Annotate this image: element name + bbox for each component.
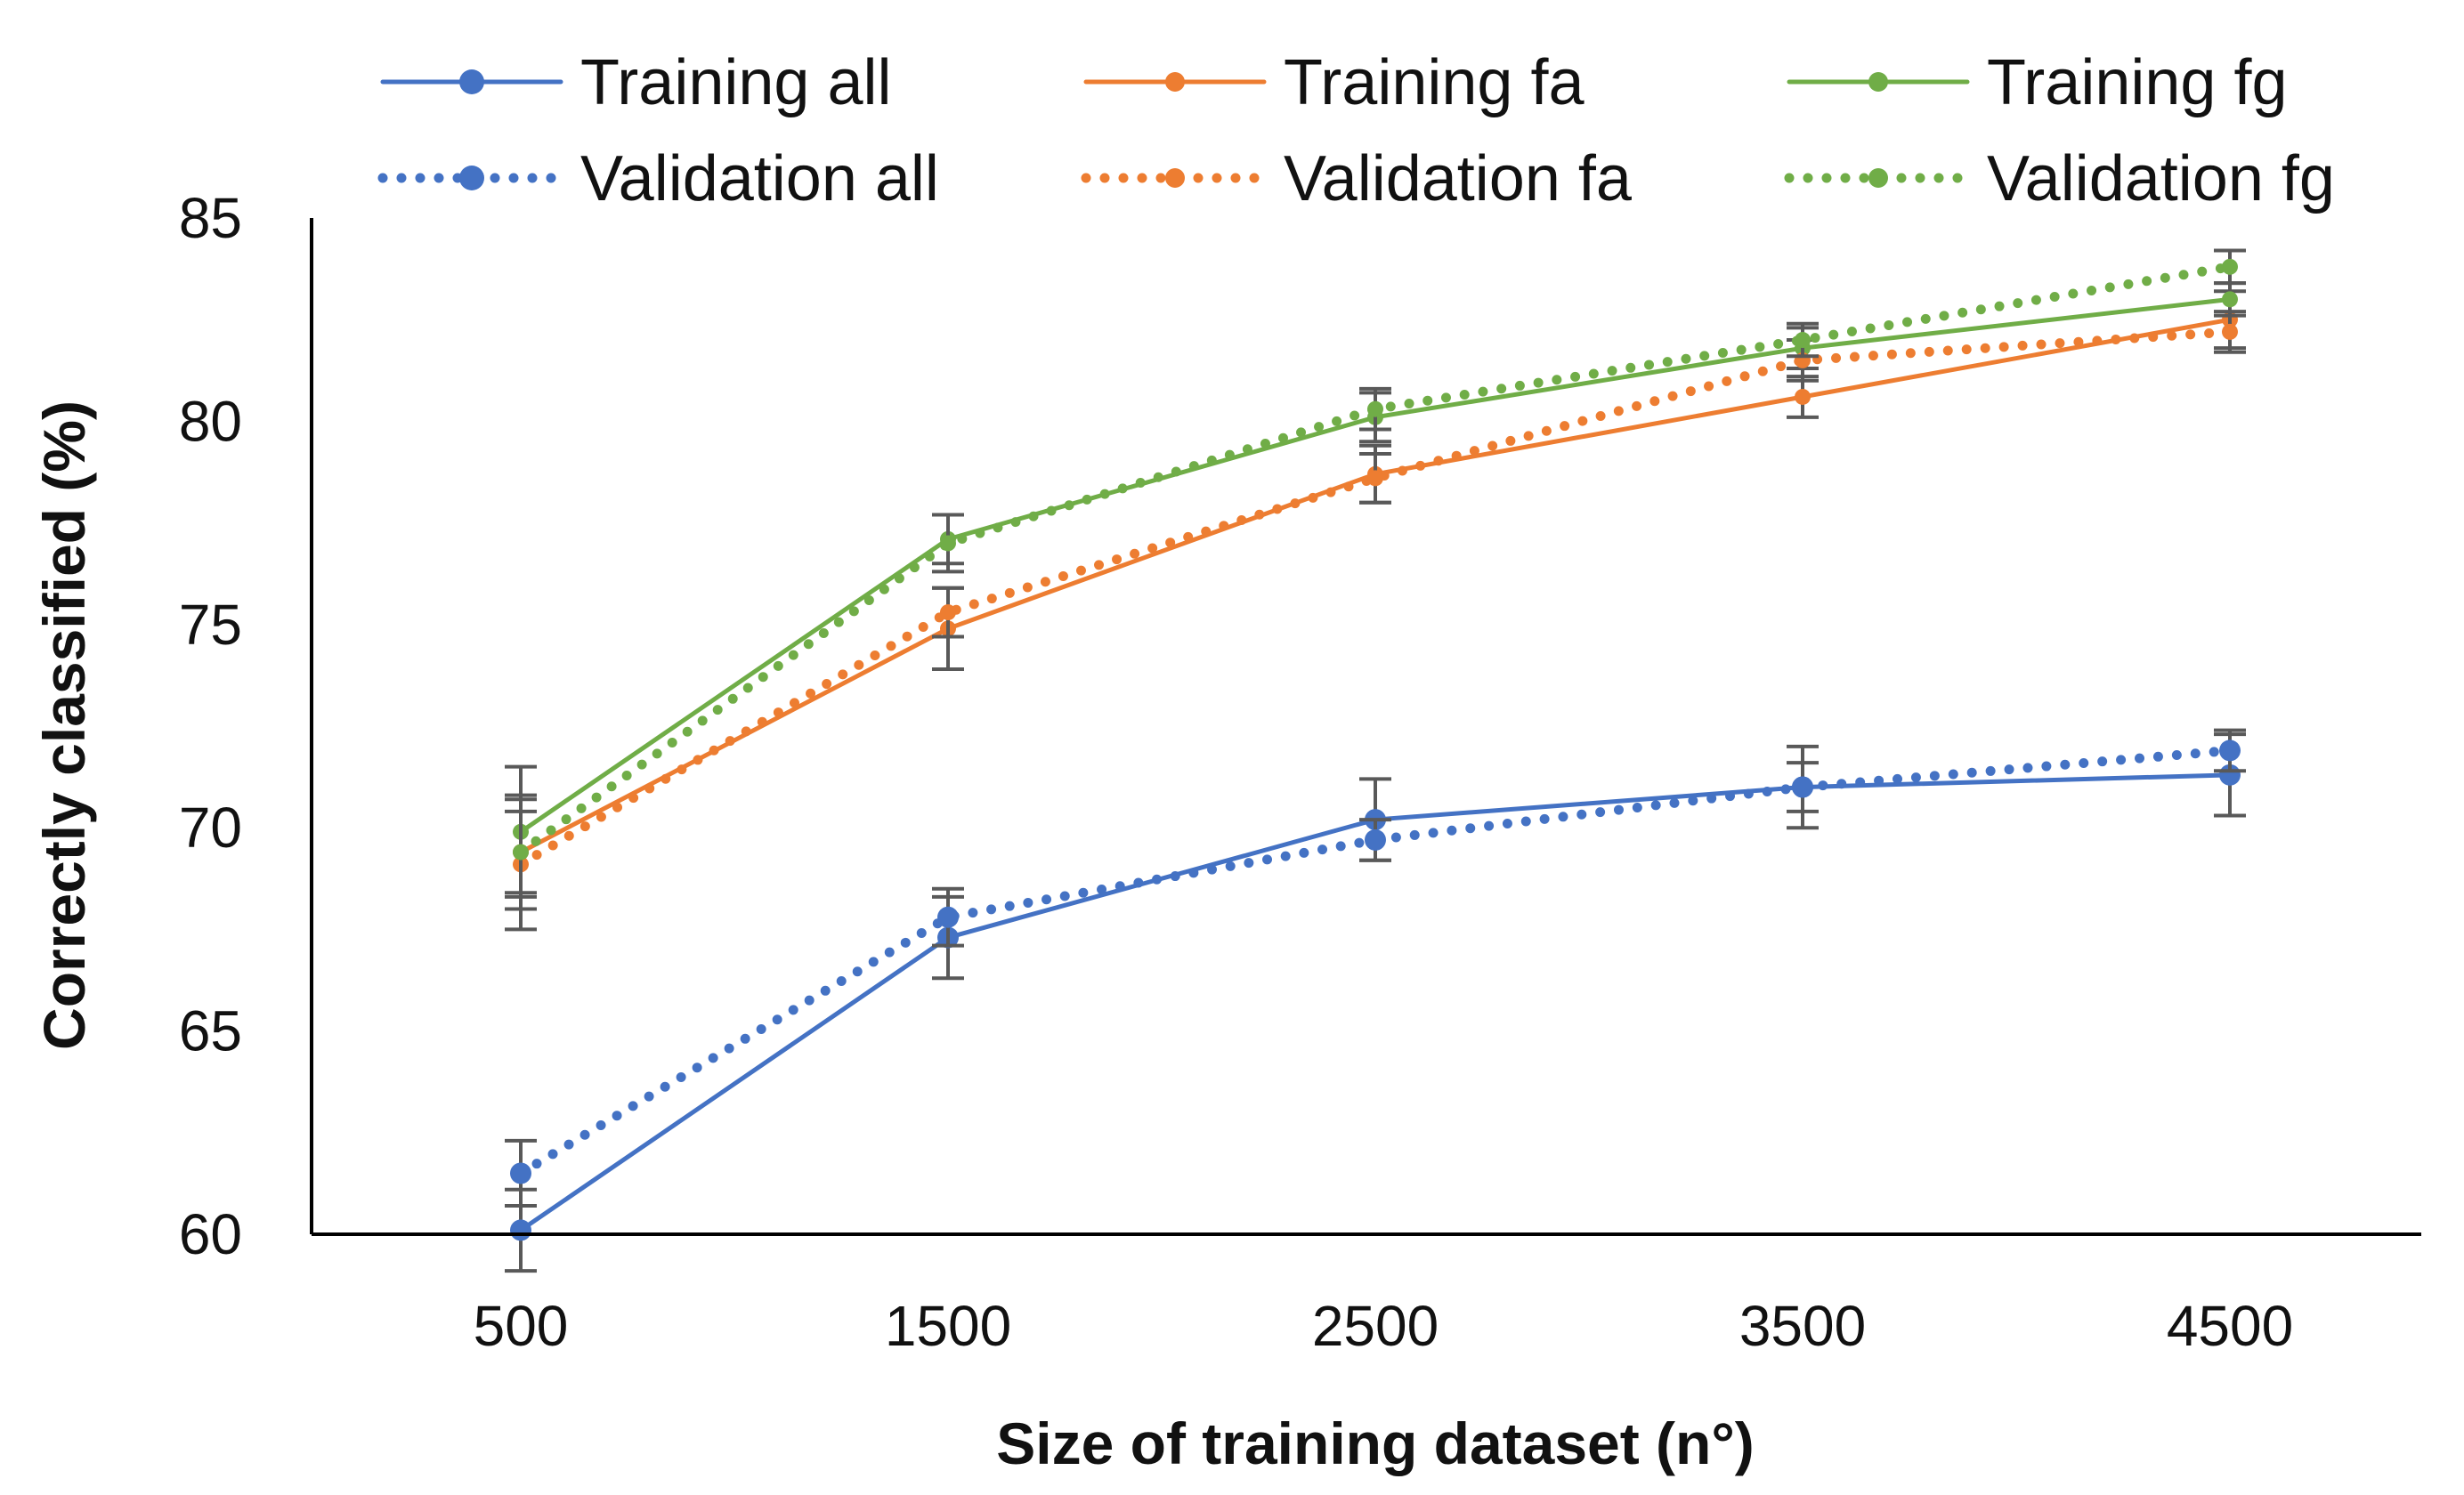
legend-item-training-all: Training all: [380, 47, 892, 118]
legend-marker: [1165, 72, 1185, 92]
x-tick-label: 3500: [1739, 1294, 1866, 1358]
legend-item-validation-fa: Validation fa: [1081, 143, 1633, 214]
y-tick-label: 70: [179, 796, 242, 860]
y-tick-label: 60: [179, 1202, 242, 1266]
y-tick-label: 80: [179, 389, 242, 453]
series-line: [515, 262, 2235, 858]
legend-item-validation-all: Validation all: [377, 143, 939, 214]
series-validation-fg: [505, 248, 2246, 911]
legend-label: Validation all: [580, 143, 939, 214]
series-line: [518, 296, 2233, 835]
y-tick-label: 75: [179, 593, 242, 657]
series-validation-fa: [505, 310, 2246, 932]
data-point: [510, 1162, 531, 1184]
legend-marker: [1868, 168, 1888, 188]
data-point: [1367, 400, 1383, 417]
series-line: [515, 327, 2235, 869]
legend-label: Training fa: [1284, 47, 1585, 118]
data-point: [1792, 776, 1813, 798]
data-point: [2222, 323, 2238, 340]
legend-marker: [459, 69, 484, 94]
series-training-all: [505, 732, 2246, 1273]
legend-marker: [459, 166, 484, 190]
legend-marker: [1868, 72, 1888, 92]
y-tick-label: 65: [179, 999, 242, 1063]
x-axis-title: Size of training dataset (n°): [996, 1410, 1754, 1476]
legend-marker: [1165, 168, 1185, 188]
data-point: [510, 1219, 531, 1241]
data-point: [1365, 828, 1386, 851]
y-tick-label: 85: [179, 186, 242, 250]
legend-item-training-fa: Training fa: [1083, 47, 1585, 118]
series-validation-all: [505, 728, 2246, 1208]
data-point: [2219, 739, 2241, 762]
data-point: [937, 906, 959, 928]
data-point: [1795, 332, 1811, 349]
data-point: [2222, 258, 2238, 275]
legend-label: Validation fa: [1284, 143, 1633, 214]
x-tick-label: 2500: [1312, 1294, 1439, 1358]
y-axis-title: Correctly classified (%): [31, 400, 97, 1050]
data-point: [2222, 291, 2238, 308]
legend: Training all Training fa Training fg Valida…: [377, 47, 2335, 214]
y-axis-ticks: 60 65 70 75 80 85: [179, 186, 242, 1266]
legend-label: Training fg: [1987, 47, 2288, 118]
legend-item-validation-fg: Validation fg: [1784, 143, 2335, 214]
data-point: [940, 535, 956, 552]
x-axis-ticks: 500 1500 2500 3500 4500: [474, 1294, 2294, 1358]
data-point: [1795, 388, 1811, 405]
data-point: [940, 604, 956, 621]
legend-label: Training all: [580, 47, 892, 118]
legend-item-training-fg: Training fg: [1787, 47, 2288, 118]
legend-label: Validation fg: [1987, 143, 2335, 214]
data-point: [1367, 470, 1383, 487]
x-tick-label: 500: [474, 1294, 569, 1358]
x-tick-label: 4500: [2167, 1294, 2293, 1358]
plot-area: [505, 248, 2246, 1273]
x-tick-label: 1500: [885, 1294, 1011, 1358]
data-point: [513, 844, 529, 861]
